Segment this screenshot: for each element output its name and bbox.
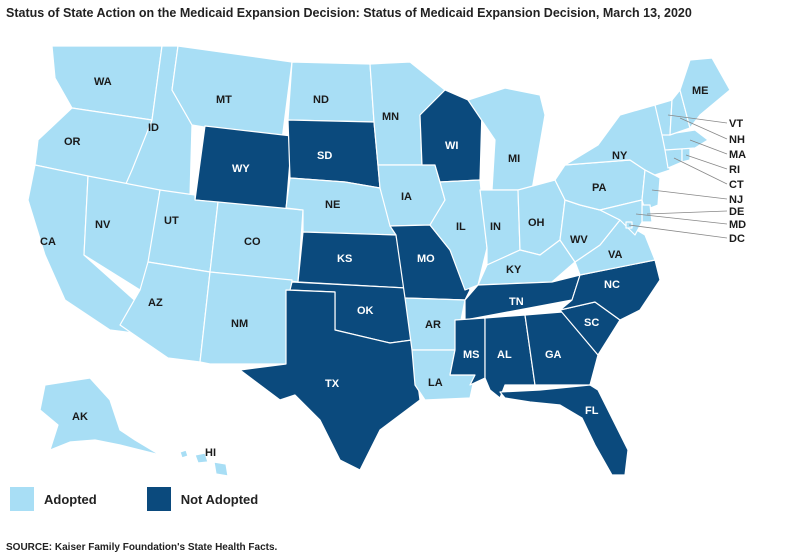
us-map: WA OR CA ID NV MT WY UT AZ CO NM ND SD N… [27,45,746,477]
state-ak[interactable] [39,377,161,456]
label-ri: RI [729,164,740,176]
label-al: AL [497,349,512,361]
state-nm[interactable] [199,271,293,365]
state-me[interactable] [679,57,731,129]
label-wa: WA [94,76,112,88]
leader-lines [628,114,728,239]
label-nj: NJ [729,194,743,206]
source-note: SOURCE: Kaiser Family Foundation's State… [6,542,278,553]
label-il: IL [456,221,466,233]
state-mi[interactable] [467,87,546,191]
label-oh: OH [528,217,545,229]
label-co: CO [244,236,261,248]
state-sd[interactable] [287,119,381,189]
label-ca: CA [40,236,56,248]
label-id: ID [148,122,159,134]
label-or: OR [64,136,81,148]
label-wy: WY [232,163,250,175]
state-tx[interactable] [239,289,421,471]
label-ny: NY [612,150,628,162]
label-nc: NC [604,279,620,291]
label-ct: CT [729,179,744,191]
label-in: IN [490,221,501,233]
label-ok: OK [357,305,374,317]
label-mt: MT [216,94,232,106]
label-mn: MN [382,111,399,123]
state-hi[interactable] [179,449,229,477]
label-vt: VT [729,118,743,130]
legend-swatch-not-adopted [146,487,171,511]
label-sd: SD [317,150,332,162]
label-sc: SC [584,317,599,329]
label-dc: DC [729,233,745,245]
legend-item-adopted: Adopted [10,487,97,511]
legend-label-not-adopted: Not Adopted [180,491,259,507]
state-labels: WA OR CA ID NV MT WY UT AZ CO NM ND SD N… [40,76,746,459]
label-ar: AR [425,319,441,331]
state-ga[interactable] [524,311,599,386]
label-tx: TX [325,378,340,390]
label-la: LA [428,377,443,389]
label-nv: NV [95,219,111,231]
label-ms: MS [463,349,480,361]
label-ia: IA [401,191,412,203]
legend-label-adopted: Adopted [44,491,97,507]
state-ky[interactable] [477,239,576,286]
label-ut: UT [164,215,179,227]
label-pa: PA [592,182,607,194]
label-nh: NH [729,134,745,146]
label-hi: HI [205,447,216,459]
state-ct[interactable] [664,147,683,169]
label-ma: MA [729,149,746,161]
label-ga: GA [545,349,562,361]
legend-swatch-adopted [10,487,34,511]
label-ks: KS [337,253,352,265]
state-fl[interactable] [499,384,629,476]
label-ne: NE [325,199,340,211]
label-tn: TN [509,296,524,308]
label-va: VA [608,249,623,261]
label-fl: FL [585,405,599,417]
label-me: ME [692,85,709,97]
label-ky: KY [506,264,522,276]
legend: Adopted Not Adopted [10,487,258,511]
label-wi: WI [445,140,458,152]
label-az: AZ [148,297,163,309]
state-nj[interactable] [641,169,661,211]
state-nd[interactable] [287,61,375,123]
label-md: MD [729,219,746,231]
label-nd: ND [313,94,329,106]
label-wv: WV [570,234,588,246]
label-mi: MI [508,153,520,165]
label-nm: NM [231,318,248,330]
label-de: DE [729,206,744,218]
label-mo: MO [417,253,435,265]
label-ak: AK [72,411,88,423]
legend-item-not-adopted: Not Adopted [146,487,259,511]
state-ut[interactable] [147,189,219,273]
map-title: Status of State Action on the Medicaid E… [6,6,692,20]
